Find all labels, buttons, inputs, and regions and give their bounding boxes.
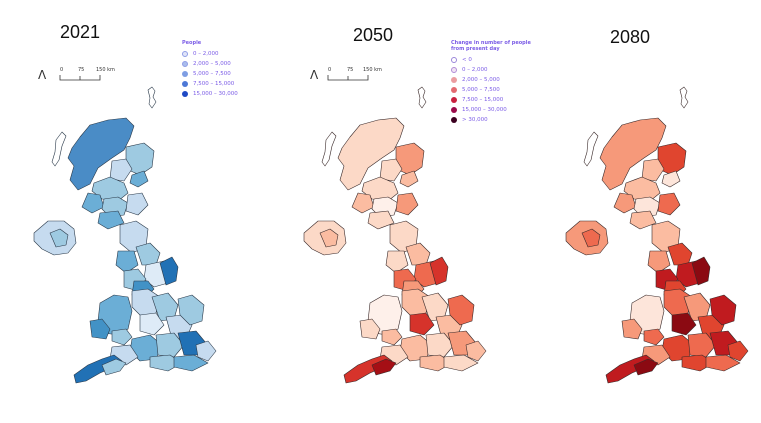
- map-panel-2021: 2021 Λ 0 75 150 km People 0 – 2,000 2,00…: [0, 0, 260, 423]
- legend-title: People: [182, 40, 202, 46]
- legend-swatch: [182, 91, 188, 97]
- uk-choropleth-map-2050: [303, 86, 487, 384]
- legend-swatch: [182, 81, 188, 87]
- legend-swatch: [182, 71, 188, 77]
- legend-swatch: [451, 67, 457, 73]
- legend-swatch: [182, 51, 188, 57]
- year-title-2050: 2050: [353, 25, 394, 45]
- legend-2021: People 0 – 2,000 2,000 – 5,000 5,000 – 7…: [182, 40, 238, 99]
- year-title-2021: 2021: [60, 22, 101, 42]
- legend-swatch: [451, 107, 457, 113]
- legend-swatch: [451, 87, 457, 93]
- scale-tick-75: 75: [78, 67, 85, 73]
- legend-item: > 30,000: [451, 115, 531, 125]
- legend-item: 2,000 – 5,000: [451, 75, 531, 85]
- scale-tick-0: 0: [328, 67, 332, 73]
- year-title-2080: 2080: [610, 27, 651, 47]
- legend-item: 15,000 – 30,000: [451, 105, 531, 115]
- legend-swatch: [451, 117, 457, 123]
- legend-item: 5,000 – 7,500: [451, 85, 531, 95]
- legend-item: 5,000 – 7,500: [182, 69, 238, 79]
- legend-item: 7,500 – 15,000: [182, 79, 238, 89]
- north-arrow-icon: Λ: [38, 68, 47, 82]
- scale-bar-line: [327, 75, 369, 81]
- legend-item: 0 – 2,000: [182, 49, 238, 59]
- uk-choropleth-map-2080: [565, 86, 749, 384]
- legend-title: Change in number of people from present …: [451, 40, 531, 52]
- map-panel-2050: 2050 Λ 0 75 150 km Change in number of p…: [260, 0, 531, 423]
- uk-choropleth-map-2021: [33, 86, 217, 384]
- scale-tick-150: 150 km: [363, 67, 382, 73]
- legend-swatch: [451, 97, 457, 103]
- scale-tick-0: 0: [60, 67, 64, 73]
- legend-item: 15,000 – 30,000: [182, 89, 238, 99]
- scale-tick-150: 150 km: [96, 67, 115, 73]
- scale-tick-75: 75: [347, 67, 354, 73]
- legend-item: 7,500 – 15,000: [451, 95, 531, 105]
- legend-item: 0 – 2,000: [451, 65, 531, 75]
- scale-bar-line: [59, 75, 101, 81]
- legend-2050: Change in number of people from present …: [451, 40, 531, 125]
- legend-swatch: [451, 57, 457, 63]
- legend-swatch: [451, 77, 457, 83]
- legend-swatch: [182, 61, 188, 67]
- map-panel-2080: 2080: [530, 0, 761, 423]
- legend-item: 2,000 – 5,000: [182, 59, 238, 69]
- legend-item: < 0: [451, 55, 531, 65]
- north-arrow-icon: Λ: [310, 68, 319, 82]
